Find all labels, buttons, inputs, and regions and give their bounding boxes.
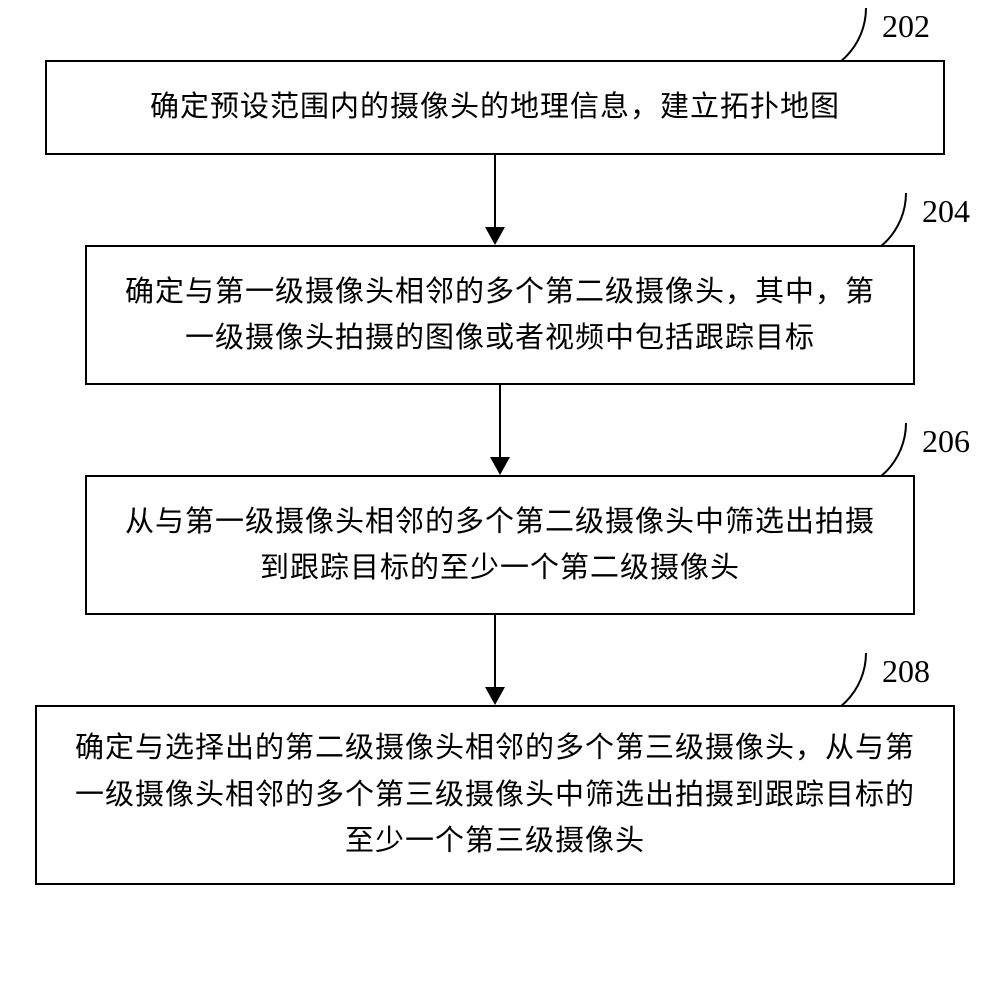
step-box-204: 确定与第一级摄像头相邻的多个第二级摄像头，其中，第一级摄像头拍摄的图像或者视频中… <box>85 245 915 385</box>
arrow-2 <box>85 385 915 475</box>
step-label-204: 204 <box>922 193 970 230</box>
step-label-202: 202 <box>882 8 930 45</box>
arrow-1 <box>45 155 945 245</box>
step-text-206: 从与第一级摄像头相邻的多个第二级摄像头中筛选出拍摄到跟踪目标的至少一个第二级摄像… <box>117 499 883 592</box>
flowchart-container: 202 确定预设范围内的摄像头的地理信息，建立拓扑地图 204 确定与第一级摄像… <box>35 60 955 885</box>
arrow-line <box>499 385 502 457</box>
step-label-208: 208 <box>882 653 930 690</box>
arrow-line <box>494 155 497 227</box>
step-label-206: 206 <box>922 423 970 460</box>
arrow-head-icon <box>485 687 505 705</box>
step-text-208: 确定与选择出的第二级摄像头相邻的多个第三级摄像头，从与第一级摄像头相邻的多个第三… <box>67 725 923 864</box>
step-text-204: 确定与第一级摄像头相邻的多个第二级摄像头，其中，第一级摄像头拍摄的图像或者视频中… <box>117 269 883 362</box>
step-text-202: 确定预设范围内的摄像头的地理信息，建立拓扑地图 <box>150 84 840 130</box>
arrow-head-icon <box>490 457 510 475</box>
step-box-202: 确定预设范围内的摄像头的地理信息，建立拓扑地图 <box>45 60 945 155</box>
arrow-head-icon <box>485 227 505 245</box>
step-box-206: 从与第一级摄像头相邻的多个第二级摄像头中筛选出拍摄到跟踪目标的至少一个第二级摄像… <box>85 475 915 615</box>
step-box-208: 确定与选择出的第二级摄像头相邻的多个第三级摄像头，从与第一级摄像头相邻的多个第三… <box>35 705 955 885</box>
arrow-line <box>494 615 497 687</box>
